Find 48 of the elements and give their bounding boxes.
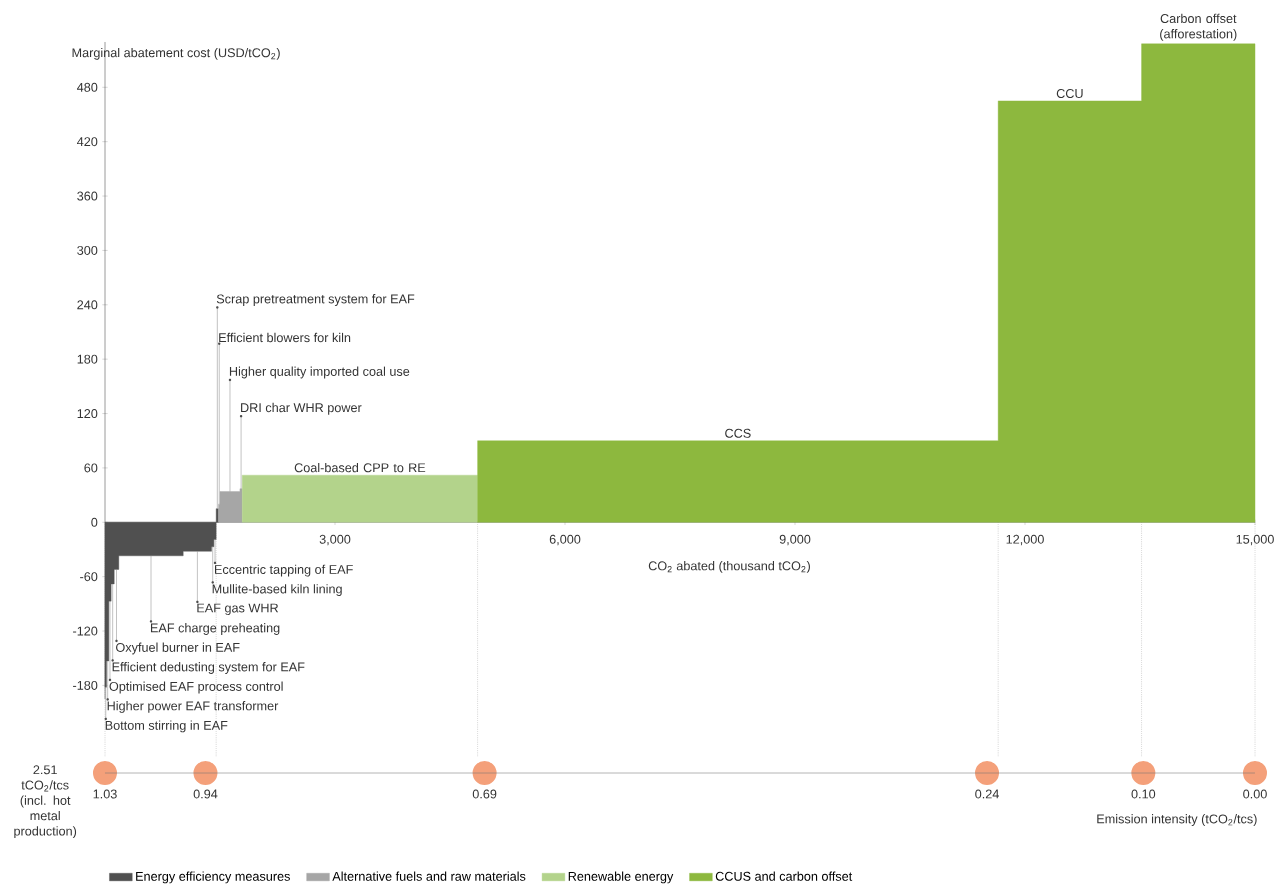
text: 2.51 tCO$_{2}$/tcs (incl. hot metal production): [14, 765, 77, 839]
y-tick-label: 0: [91, 517, 98, 527]
y-tick-label: 360: [77, 191, 98, 201]
y-tick-label: -60: [80, 572, 98, 582]
annotation: Efficient dedusting system for EAF: [112, 662, 305, 674]
x-tick-label: 15,000: [1236, 534, 1274, 546]
x2-tick-label: 0.24: [975, 789, 999, 799]
x2-tick-label: 0.10: [1131, 789, 1156, 799]
annotation: Optimised EAF process control: [109, 681, 283, 694]
legend-label: CCUS and carbon offset: [715, 871, 853, 881]
annotation: EAF gas WHR: [197, 603, 279, 615]
x-tick-label: 3,000: [319, 534, 351, 546]
annotation: CCS: [725, 428, 751, 438]
annotation: Higher power EAF transformer: [107, 701, 279, 713]
legend-label: Energy efficiency measures: [136, 871, 290, 884]
x-tick-label: 12,000: [1006, 534, 1044, 546]
x-tick-label: 6,000: [549, 534, 581, 546]
annotation: Eccentric tapping of EAF: [215, 564, 353, 577]
annotation: CCU: [1056, 88, 1083, 98]
annotation: Mullite-based kiln lining: [212, 584, 342, 596]
annotation: Scrap pretreatment system for EAF: [216, 294, 415, 306]
annotation: Carbon offset (afforestation): [1160, 13, 1237, 41]
legend-label: Renewable energy: [568, 871, 674, 884]
x2-tick-label: 0.69: [472, 789, 497, 799]
y-tick-label: -180: [73, 680, 98, 690]
x2-tick-label: 0.94: [193, 789, 218, 799]
y-tick-label: 480: [77, 82, 98, 92]
annotation: Higher quality imported coal use: [229, 366, 410, 379]
y-tick-label: 420: [77, 137, 98, 147]
y-tick-label: 60: [84, 463, 98, 473]
x2-tick-label: 1.03: [93, 789, 117, 799]
x2-axis-title: Emission intensity (tCO$_{2}$/tcs): [1097, 814, 1257, 826]
annotation: Bottom stirring in EAF: [105, 720, 228, 733]
legend-label: Alternative fuels and raw materials: [332, 871, 526, 881]
y-axis-title: Marginal abatement cost (USD/tCO$_{2}$): [72, 47, 280, 60]
y-tick-label: -120: [73, 626, 98, 636]
annotation: DRI char WHR power: [241, 402, 362, 415]
y-tick-label: 300: [77, 245, 98, 255]
annotation: Efficient blowers for kiln: [219, 332, 351, 343]
x-axis-title: CO$_{2}$ abated (thousand tCO$_{2}$): [648, 561, 810, 573]
x-tick-label: 9,000: [779, 534, 811, 546]
y-tick-label: 240: [77, 300, 98, 310]
x2-tick-label: 0.00: [1243, 789, 1267, 799]
annotation: Coal-based CPP to RE: [294, 462, 426, 473]
y-tick-label: 120: [77, 409, 98, 419]
annotation: Oxyfuel burner in EAF: [116, 642, 240, 655]
annotation: EAF charge preheating: [150, 623, 280, 635]
y-tick-label: 180: [77, 354, 98, 364]
